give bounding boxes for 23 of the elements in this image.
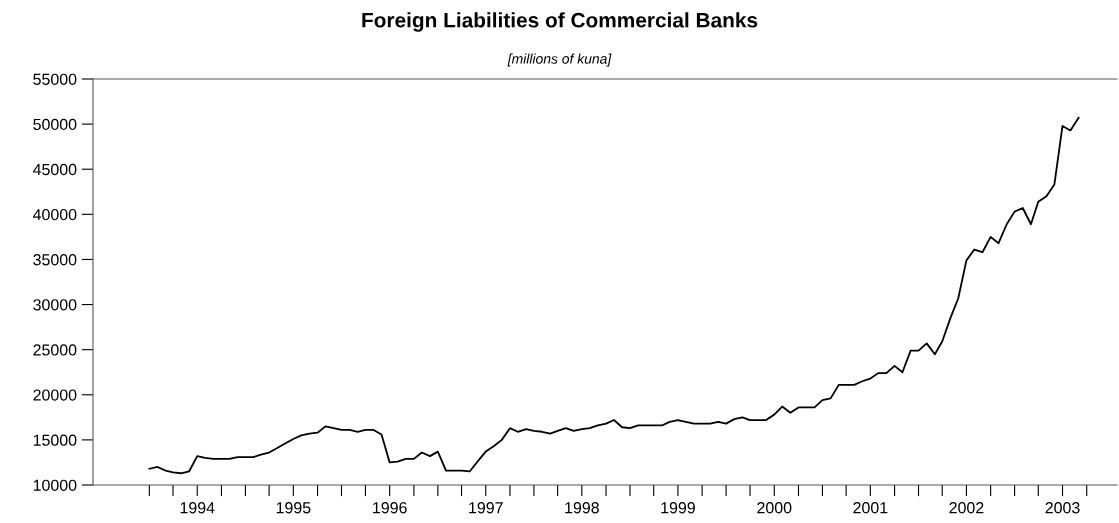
x-tick-label: 2002	[949, 502, 984, 514]
x-tick-label: 1994	[180, 502, 215, 514]
x-tick-label: 1995	[276, 502, 311, 514]
y-tick-label: 20000	[33, 389, 77, 401]
y-tick-label: 55000	[33, 73, 77, 85]
y-tick-label: 15000	[33, 434, 77, 446]
y-tick-label: 30000	[33, 299, 77, 311]
y-tick-label: 25000	[33, 344, 77, 356]
x-tick-label: 2003	[1045, 502, 1080, 514]
y-tick-label: 40000	[32, 208, 77, 221]
y-tick-label: 10000	[33, 479, 77, 491]
y-tick-label: 45000	[32, 163, 77, 176]
y-tick-label: 50000	[33, 118, 77, 131]
x-tick-label: 2000	[757, 502, 792, 514]
chart-subtitle: [millions of kuna]	[507, 53, 612, 67]
chart-title: Foreign Liabilities of Commercial Banks	[362, 12, 758, 32]
x-tick-label: 1996	[373, 502, 407, 514]
line-series	[148, 116, 1080, 475]
x-tick-label: 1999	[661, 502, 695, 514]
x-tick-label: 1997	[469, 502, 503, 514]
x-tick-label: 1998	[565, 502, 599, 514]
x-tick-label: 2001	[853, 502, 888, 514]
y-tick-label: 35000	[33, 254, 77, 266]
